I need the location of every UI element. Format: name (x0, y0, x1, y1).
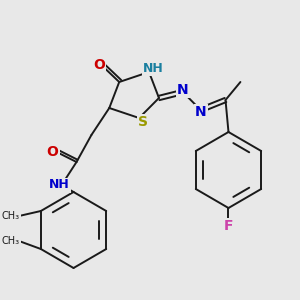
Text: O: O (93, 58, 105, 72)
Text: F: F (224, 219, 233, 233)
Text: S: S (138, 115, 148, 129)
Text: N: N (195, 105, 206, 119)
Text: O: O (47, 145, 58, 159)
Text: N: N (177, 83, 189, 97)
Text: CH₃: CH₃ (2, 211, 20, 221)
Text: CH₃: CH₃ (2, 236, 20, 246)
Text: NH: NH (142, 61, 164, 74)
Text: NH: NH (49, 178, 70, 191)
